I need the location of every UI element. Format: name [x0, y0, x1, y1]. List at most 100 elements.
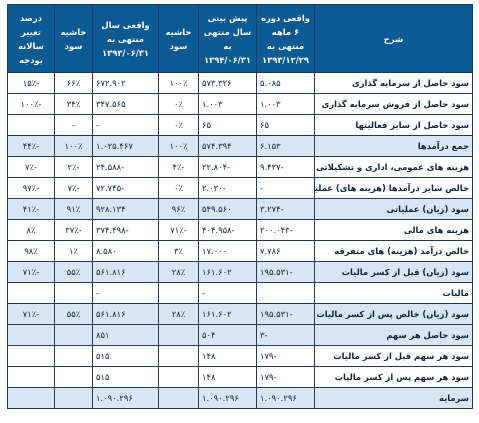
cell-description: سود حاصل از سرمایه گذاری	[314, 72, 473, 94]
cell-budget-change-percent: -۴۱٪	[7, 198, 55, 220]
cell-actual-year: -۷۲.۷۴۵	[92, 177, 159, 199]
cell-profit-margin-forecast: -۷۱٪	[158, 219, 199, 241]
cell-profit-margin-forecast	[158, 324, 199, 346]
cell-profit-margin-actual: ۶۶٪	[54, 72, 93, 94]
cell-profit-margin-actual: -۷٪	[54, 177, 93, 199]
cell-description: هزینه های مالی	[314, 219, 473, 241]
cell-actual-6-month: -۳	[256, 324, 315, 346]
table-row: هزینه های عمومی، اداری و تشکیلاتی -۹.۴۲۷-…	[7, 156, 473, 178]
cell-actual-6-month: -۹.۴۲۷	[256, 156, 315, 178]
cell-profit-margin-forecast	[158, 282, 199, 304]
cell-actual-6-month: ۵.۰۸۵	[256, 72, 315, 94]
table-row: سود حاصل از سایر فعالیتها ۶۵ ۶۵ ۰٪ - -	[7, 114, 473, 136]
cell-actual-year: ۵۶۱.۸۱۶	[92, 303, 159, 325]
table-row: هزینه های مالی -۲۰۰.۰۴۳ -۴۰۴.۹۵۸ -۷۱٪ -۳۷۴.۴…	[7, 219, 473, 241]
table-row: سود (زیان) قبل از کسر مالیات -۱۹۵.۵۳۱ ۱۶۱.…	[7, 261, 473, 283]
cell-actual-year: ۳۴۷.۵۶۵	[92, 93, 159, 115]
cell-forecast-year: ۱.۰۹۰.۲۹۶	[198, 387, 257, 409]
cell-forecast-year: -	[198, 282, 257, 304]
cell-actual-6-month: -۱۷۹	[256, 345, 315, 367]
cell-description: سود حاصل از فروش سرمایه گذاری	[314, 93, 473, 115]
cell-actual-6-month: -	[256, 177, 315, 199]
cell-forecast-year: ۱۶۱.۶۰۲	[198, 303, 257, 325]
cell-actual-6-month: -۱۷۹	[256, 366, 315, 388]
cell-budget-change-percent	[7, 345, 55, 367]
cell-budget-change-percent: -۱۵٪	[7, 72, 55, 94]
table-header-row: شرح واقعی دوره ۶ ماهه منتهی به ۱۳۹۳/۱۲/۲…	[7, 4, 473, 73]
cell-budget-change-percent	[7, 366, 55, 388]
cell-description: هزینه های عمومی، اداری و تشکیلاتی	[314, 156, 473, 178]
cell-actual-6-month: ۶.۱۵۳	[256, 135, 315, 157]
table-row: سود (زیان) عملیاتی -۳.۲۷۴ ۵۴۹.۵۶۰ ۹۶٪ ۹۲۸.۱۳…	[7, 198, 473, 220]
cell-profit-margin-forecast: ۳٪	[158, 240, 199, 262]
cell-description: سرمایه	[314, 387, 473, 409]
cell-profit-margin-actual	[54, 366, 93, 388]
cell-profit-margin-actual	[54, 282, 93, 304]
cell-forecast-year: ۱۴۸	[198, 345, 257, 367]
cell-actual-6-month: -۱۹۵.۵۳۱	[256, 303, 315, 325]
cell-forecast-year: ۵۰۴	[198, 324, 257, 346]
cell-actual-year: ۵۱۵	[92, 366, 159, 388]
cell-profit-margin-forecast: ۲۸٪	[158, 303, 199, 325]
cell-description: سود (زیان) قبل از کسر مالیات	[314, 261, 473, 283]
cell-description: سود (زیان) خالص پس از کسر مالیات	[314, 303, 473, 325]
table-row: سرمایه ۱.۰۹۰.۲۹۶ ۱.۰۹۰.۲۹۶ ۱.۰۹۰.۲۹۶	[7, 387, 473, 409]
cell-actual-year: -	[92, 282, 159, 304]
cell-forecast-year: -۲۲.۸۰۴	[198, 156, 257, 178]
cell-forecast-year: ۱۶۱.۶۰۲	[198, 261, 257, 283]
cell-actual-year: ۸۵۱	[92, 324, 159, 346]
header-actual-6-month: واقعی دوره ۶ ماهه منتهی به ۱۳۹۳/۱۲/۲۹	[256, 4, 315, 73]
cell-budget-change-percent: -۴۴٪	[7, 135, 55, 157]
financial-table-container: شرح واقعی دوره ۶ ماهه منتهی به ۱۳۹۳/۱۲/۲…	[7, 4, 473, 409]
table-row: مالیات - -	[7, 282, 473, 304]
cell-profit-margin-forecast: ۰٪	[158, 177, 199, 199]
cell-actual-6-month: -۱۹۵.۵۳۱	[256, 261, 315, 283]
cell-forecast-year: ۶۵	[198, 114, 257, 136]
cell-description: سود حاصل از سایر فعالیتها	[314, 114, 473, 136]
cell-profit-margin-actual: -۲٪	[54, 156, 93, 178]
cell-profit-margin-actual	[54, 345, 93, 367]
header-actual-year: واقعی سال منتهی به ۱۳۹۳/۰۶/۳۱	[92, 4, 159, 73]
cell-actual-year: ۵۶۱.۸۱۶	[92, 261, 159, 283]
header-profit-margin-actual: حاشیه سود	[54, 4, 93, 73]
table-body: سود حاصل از سرمایه گذاری ۵.۰۸۵ ۵۷۳.۳۲۶ ۱۰۰٪…	[7, 72, 473, 409]
table-row: جمع درآمدها ۶.۱۵۳ ۵۷۴.۳۹۴ ۱۰۰٪ ۱.۰۲۵.۴۶۷ ۱۰۰٪…	[7, 135, 473, 157]
cell-budget-change-percent: -۷۱٪	[7, 261, 55, 283]
cell-budget-change-percent: ۸٪	[7, 219, 55, 241]
cell-actual-year: -۳۷۴.۴۹۸	[92, 219, 159, 241]
cell-budget-change-percent	[7, 387, 55, 409]
cell-actual-year: ۹۲۸.۱۳۴	[92, 198, 159, 220]
cell-description: خالص سایر درآمدها (هزینه های) عملیاتی	[314, 177, 473, 199]
cell-actual-year: -	[92, 114, 159, 136]
cell-budget-change-percent	[7, 324, 55, 346]
cell-actual-6-month: ۷.۷۸۶	[256, 240, 315, 262]
cell-profit-margin-forecast: -۴٪	[158, 156, 199, 178]
cell-description: سود هر سهم قبل از کسر مالیات	[314, 345, 473, 367]
cell-budget-change-percent: ۹۸٪	[7, 240, 55, 262]
cell-actual-6-month: -۲۰۰.۰۴۳	[256, 219, 315, 241]
cell-description: مالیات	[314, 282, 473, 304]
table-row: خالص درآمد (هزینه) های متفرقه ۷.۷۸۶ ۱۷.۰۰۰…	[7, 240, 473, 262]
cell-profit-margin-actual: -۳۷٪	[54, 219, 93, 241]
cell-profit-margin-forecast: ۰٪	[158, 114, 199, 136]
table-row: سود حاصل هر سهم -۳ ۵۰۴ ۸۵۱	[7, 324, 473, 346]
cell-description: سود هر سهم پس از کسر مالیات	[314, 366, 473, 388]
cell-actual-year: ۸.۵۸۰	[92, 240, 159, 262]
header-budget-change-percent: درصد تغییر سالانه بودجه	[7, 4, 55, 73]
cell-profit-margin-forecast: ۲۸٪	[158, 261, 199, 283]
table-row: سود حاصل از سرمایه گذاری ۵.۰۸۵ ۵۷۳.۳۲۶ ۱۰۰٪…	[7, 72, 473, 94]
cell-budget-change-percent: -۷٪	[7, 156, 55, 178]
table-row: سود هر سهم پس از کسر مالیات -۱۷۹ ۱۴۸ ۵۱۵	[7, 366, 473, 388]
cell-description: خالص درآمد (هزینه) های متفرقه	[314, 240, 473, 262]
cell-forecast-year: ۱۷.۰۰۰	[198, 240, 257, 262]
cell-actual-6-month: ۱.۰۹۰.۲۹۶	[256, 387, 315, 409]
table-row: خالص سایر درآمدها (هزینه های) عملیاتی - -۲…	[7, 177, 473, 199]
cell-profit-margin-actual	[54, 324, 93, 346]
cell-actual-year: ۶۷۲.۹۰۲	[92, 72, 159, 94]
cell-forecast-year: ۵۷۴.۳۹۴	[198, 135, 257, 157]
cell-profit-margin-actual: -	[54, 114, 93, 136]
cell-profit-margin-actual: ۳۴٪	[54, 93, 93, 115]
cell-forecast-year: ۵۷۳.۳۲۶	[198, 72, 257, 94]
cell-forecast-year: -۲.۰۳۰	[198, 177, 257, 199]
header-profit-margin-forecast: حاشیه سود	[158, 4, 199, 73]
